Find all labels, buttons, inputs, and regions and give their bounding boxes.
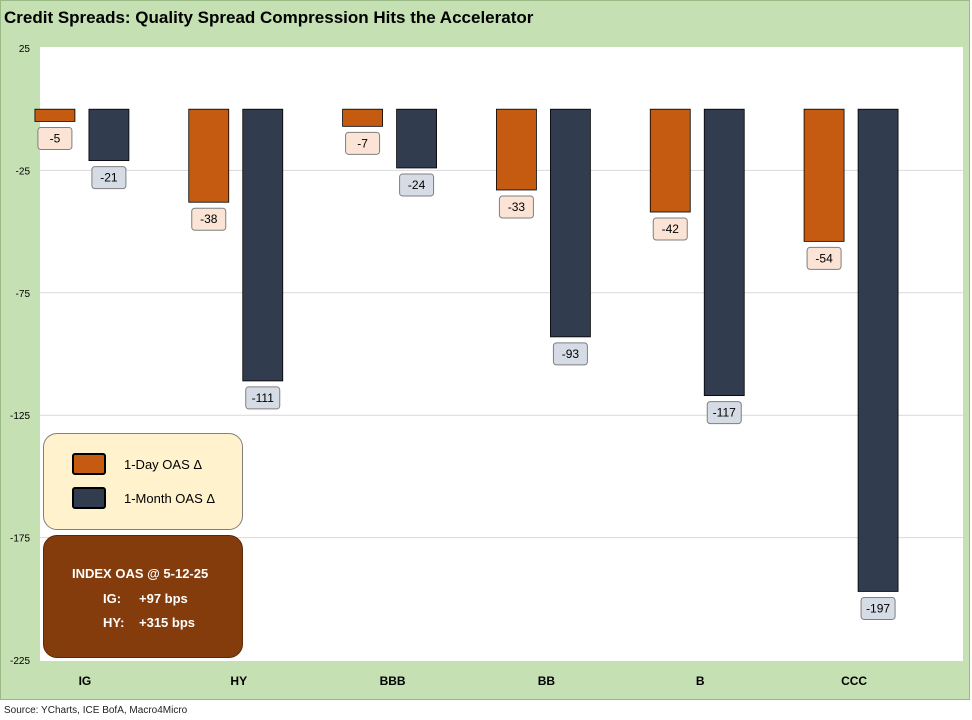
legend-label-one-day: 1-Day OAS Δ — [124, 456, 203, 472]
bar — [649, 108, 691, 213]
y-tick-label: -125 — [10, 411, 30, 422]
data-label: -7 — [357, 136, 368, 150]
data-label: -38 — [200, 212, 218, 226]
data-label-box — [706, 401, 742, 425]
data-label-box — [345, 131, 381, 155]
bar — [188, 108, 230, 203]
bar — [88, 108, 130, 162]
data-label: -42 — [662, 222, 680, 236]
bar-chart: 25-25-75-125-175-225IG-5-21HY-38-111BBB-… — [10, 44, 963, 688]
data-label: -197 — [866, 601, 890, 615]
data-label-box — [498, 195, 534, 219]
bar — [703, 108, 745, 397]
y-tick-label: -25 — [16, 166, 31, 177]
source-note: Source: YCharts, ICE BofA, Macro4Micro — [4, 705, 188, 716]
data-label: -117 — [713, 406, 736, 420]
data-label-box — [399, 173, 435, 197]
data-label: -33 — [508, 200, 526, 214]
data-label-box — [191, 207, 227, 231]
data-label-box — [91, 166, 127, 190]
x-tick-label: BBB — [380, 674, 406, 688]
data-label-box — [552, 342, 588, 366]
data-label-box — [37, 126, 73, 150]
index-oas-row-hy: HY: +315 bps — [103, 615, 195, 630]
x-tick-label: BB — [538, 674, 556, 688]
data-label-box — [245, 386, 281, 410]
index-oas-label-ig: IG: — [103, 591, 122, 606]
index-oas-value-ig: +97 bps — [139, 591, 188, 606]
x-tick-label: B — [696, 674, 705, 688]
data-label: -24 — [408, 178, 426, 192]
legend-item-one-month: 1-Month OAS Δ — [72, 487, 215, 509]
data-label: -93 — [562, 347, 580, 361]
data-label-box — [806, 246, 842, 270]
data-label: -5 — [50, 131, 61, 145]
data-label-box — [652, 217, 688, 241]
bar — [550, 108, 591, 338]
legend-item-one-day: 1-Day OAS Δ — [72, 453, 202, 475]
legend-swatch-one-day — [72, 453, 106, 475]
y-tick-label: -225 — [10, 656, 30, 667]
x-tick-label: IG — [79, 674, 92, 688]
y-tick-label: -75 — [16, 289, 31, 300]
data-label: -111 — [252, 391, 275, 405]
data-label: -54 — [815, 251, 833, 265]
data-label: -21 — [100, 171, 118, 185]
bar — [34, 108, 76, 122]
data-label-box — [860, 596, 896, 620]
chart-title: Credit Spreads: Quality Spread Compressi… — [4, 8, 534, 27]
index-oas-row-ig: IG: +97 bps — [103, 591, 188, 606]
index-oas-box: INDEX OAS @ 5-12-25 IG: +97 bps HY: +315… — [43, 535, 243, 658]
index-oas-value-hy: +315 bps — [139, 615, 196, 630]
index-oas-label-hy: HY: — [103, 615, 125, 630]
bar — [242, 108, 284, 382]
x-tick-label: HY — [230, 674, 247, 688]
bar — [496, 108, 537, 191]
x-tick-label: CCC — [841, 674, 867, 688]
y-tick-label: 25 — [19, 44, 31, 55]
legend: 1-Day OAS Δ 1-Month OAS Δ — [43, 433, 243, 530]
legend-label-one-month: 1-Month OAS Δ — [124, 490, 216, 506]
bar — [396, 108, 437, 169]
bar — [857, 108, 899, 592]
index-oas-title: INDEX OAS @ 5-12-25 — [72, 566, 209, 581]
bar — [803, 108, 845, 242]
y-tick-label: -175 — [10, 534, 30, 545]
legend-swatch-one-month — [72, 487, 106, 509]
bar — [342, 108, 383, 127]
